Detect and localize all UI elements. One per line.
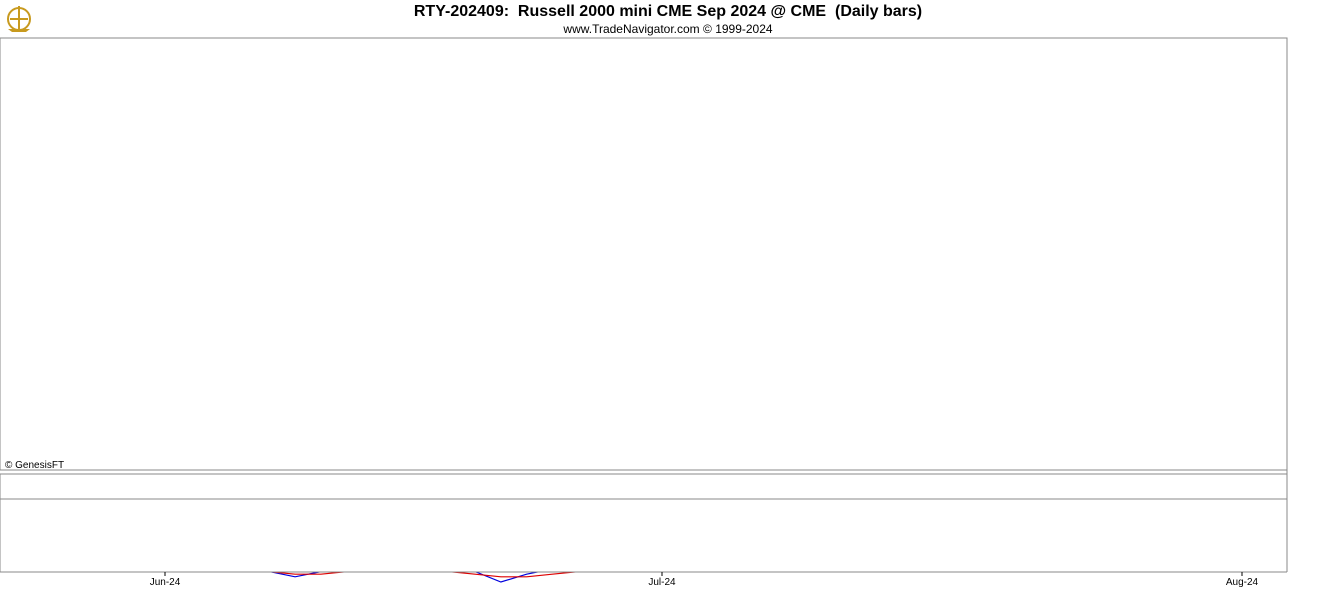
trade-navigator-logo-icon xyxy=(7,6,31,32)
chart-header: RTY-202409: Russell 2000 mini CME Sep 20… xyxy=(0,0,1336,38)
price-plot-frame xyxy=(0,37,1288,471)
chart-title: RTY-202409: Russell 2000 mini CME Sep 20… xyxy=(413,3,923,20)
chart-subtitle: www.TradeNavigator.com © 1999-2024 xyxy=(563,22,773,36)
frame-group xyxy=(0,37,1336,591)
axis-strip xyxy=(1287,38,1336,591)
x-tick-label: Jul-24 xyxy=(648,577,676,588)
watermark: © GenesisFT xyxy=(5,460,64,471)
x-tick-label: Jun-24 xyxy=(150,577,181,588)
x-tick-label: Aug-24 xyxy=(1226,577,1259,588)
stoch-plot-frame xyxy=(0,473,1288,573)
